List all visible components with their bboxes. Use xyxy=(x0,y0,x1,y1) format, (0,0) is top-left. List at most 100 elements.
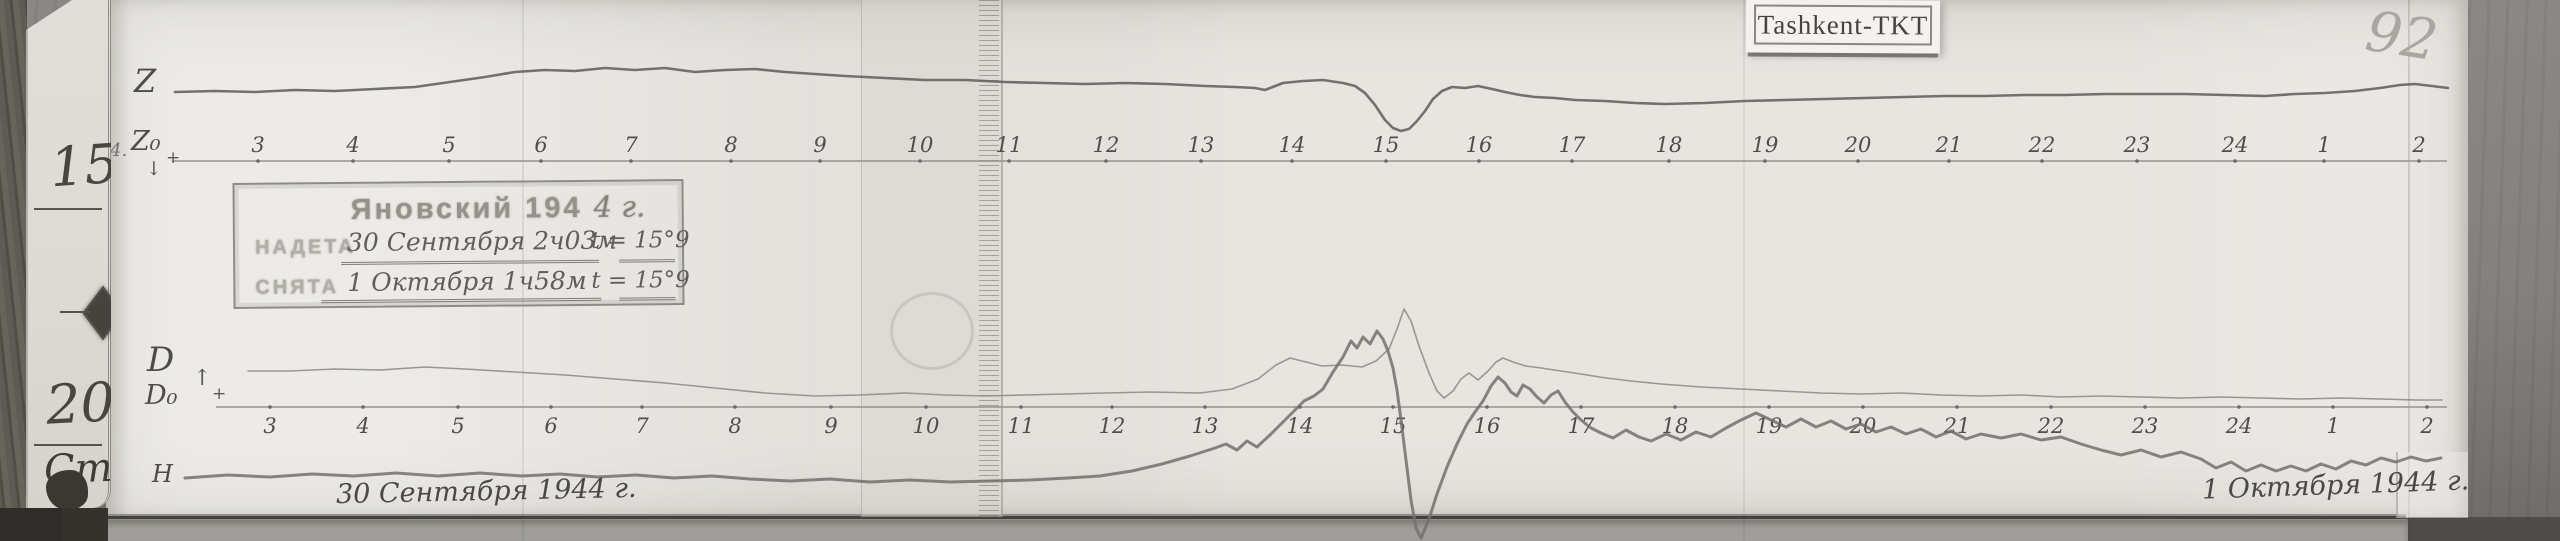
hour-tick xyxy=(1110,405,1114,409)
hour-label: 8 xyxy=(728,414,741,438)
hour-label: 23 xyxy=(2131,414,2159,438)
d-trace-label: D xyxy=(147,340,175,380)
d-trace xyxy=(247,308,2443,401)
hour-label: 5 xyxy=(442,133,455,157)
d-up-arrow-icon: ↑ xyxy=(193,366,212,391)
hour-label: 11 xyxy=(996,133,1023,157)
hour-label: 12 xyxy=(1093,133,1120,157)
hour-tick xyxy=(733,405,737,409)
stamp-title-handwritten: 4 г. xyxy=(593,189,646,224)
z-baseline-label: Z₀ xyxy=(131,126,161,157)
hour-tick xyxy=(818,159,822,163)
fold-line xyxy=(2408,0,2410,541)
hour-tick xyxy=(268,405,272,409)
paper-bottom-edge xyxy=(106,514,2406,520)
ruler-value-15: 15 xyxy=(47,131,121,200)
hour-tick xyxy=(729,159,733,163)
ruler-value-20: 20 xyxy=(44,370,117,437)
ruler-divider xyxy=(34,444,102,446)
hour-label: 22 xyxy=(2028,133,2056,157)
hour-label: 20 xyxy=(1844,133,1872,157)
registrar-stamp-box: Яновский 194 4 г. НАДЕТА 30 Сентября 2ч0… xyxy=(232,179,690,309)
hour-tick xyxy=(361,405,365,409)
hour-tick xyxy=(640,405,644,409)
hour-label: 10 xyxy=(907,133,934,157)
hour-label: 2 xyxy=(2411,133,2425,157)
hour-label: 10 xyxy=(913,414,940,438)
hour-tick xyxy=(1477,159,1481,163)
hour-label: 16 xyxy=(1474,414,1501,438)
hour-tick xyxy=(2322,159,2326,163)
hour-label: 1 xyxy=(2317,133,2330,157)
hour-tick xyxy=(447,159,451,163)
hour-tick xyxy=(1947,159,1951,163)
date-annotation-start: 30 Сентября 1944 г. xyxy=(335,472,637,511)
hour-tick xyxy=(1955,405,1959,409)
hour-label: 11 xyxy=(1008,414,1035,438)
hour-label: 7 xyxy=(635,414,649,438)
hour-label: 1 xyxy=(2326,414,2339,438)
hour-label: 9 xyxy=(813,133,826,157)
hour-tick xyxy=(1570,159,1574,163)
stamp-title-stamped: Яновский 194 xyxy=(350,191,583,226)
hour-tick xyxy=(629,159,633,163)
stamp-row1-temperature: t = 15°9 xyxy=(590,226,690,254)
hour-label: 19 xyxy=(1752,133,1779,157)
z-trace xyxy=(173,66,2450,133)
hour-tick xyxy=(1861,405,1865,409)
hour-tick xyxy=(1019,405,1023,409)
paper-damage-chip xyxy=(46,470,88,510)
hour-label: 8 xyxy=(724,133,737,157)
hour-label: 9 xyxy=(824,414,837,438)
hour-tick xyxy=(2143,405,2147,409)
hour-tick xyxy=(918,159,922,163)
under-sheet-strip xyxy=(60,520,2408,541)
hour-tick xyxy=(1384,159,1388,163)
hour-label: 18 xyxy=(1656,133,1683,157)
stamp-row2-value: 1 Октября 1ч58м xyxy=(347,265,587,297)
ruler-divider xyxy=(34,208,102,210)
hour-tick xyxy=(1485,405,1489,409)
z-down-arrow-icon: ↓ xyxy=(146,158,162,180)
overlay-sheet-corner xyxy=(2396,452,2468,518)
hour-tick xyxy=(1391,405,1395,409)
stamp-underline xyxy=(321,297,602,304)
h-trace xyxy=(183,329,2443,540)
hour-label: 5 xyxy=(451,414,464,438)
stamp-row1-value: 30 Сентября 2ч03м xyxy=(346,225,618,257)
water-stain-ring xyxy=(890,292,974,370)
hour-tick xyxy=(1203,405,1207,409)
station-label-card: Tashkent-TKT xyxy=(1745,0,1941,54)
hour-label: 12 xyxy=(1099,414,1126,438)
hour-tick xyxy=(1290,159,1294,163)
hour-tick xyxy=(1856,159,1860,163)
hour-tick xyxy=(1199,159,1203,163)
hour-tick xyxy=(1007,159,1011,163)
hour-tick xyxy=(1667,159,1671,163)
hour-label: 15 xyxy=(1373,133,1400,157)
stamp-title: Яновский 194 4 г. xyxy=(351,189,646,227)
hour-label: 22 xyxy=(2037,414,2065,438)
hour-label: 7 xyxy=(624,133,638,157)
hour-label: 6 xyxy=(534,133,547,157)
stamp-underline xyxy=(619,259,676,263)
h-trace-label: H xyxy=(152,460,173,488)
z-trace-label: Z xyxy=(134,62,157,100)
hour-label: 3 xyxy=(251,133,264,157)
hour-tick xyxy=(2425,405,2429,409)
stamp-row1-label: НАДЕТА xyxy=(254,235,356,259)
hour-tick xyxy=(539,159,543,163)
ruler-graduations xyxy=(979,0,999,517)
hour-label: 14 xyxy=(1287,414,1314,438)
hour-tick xyxy=(549,405,553,409)
hour-tick xyxy=(1104,159,1108,163)
bottom-left-shadow xyxy=(0,508,62,541)
hour-label: 17 xyxy=(1559,133,1586,157)
hour-label: 23 xyxy=(2123,133,2151,157)
hour-label: 24 xyxy=(2221,133,2249,157)
page-number: 92 xyxy=(2361,0,2442,75)
hour-tick xyxy=(2135,159,2139,163)
stamp-underline xyxy=(341,259,600,266)
hour-label: 24 xyxy=(2225,414,2253,438)
